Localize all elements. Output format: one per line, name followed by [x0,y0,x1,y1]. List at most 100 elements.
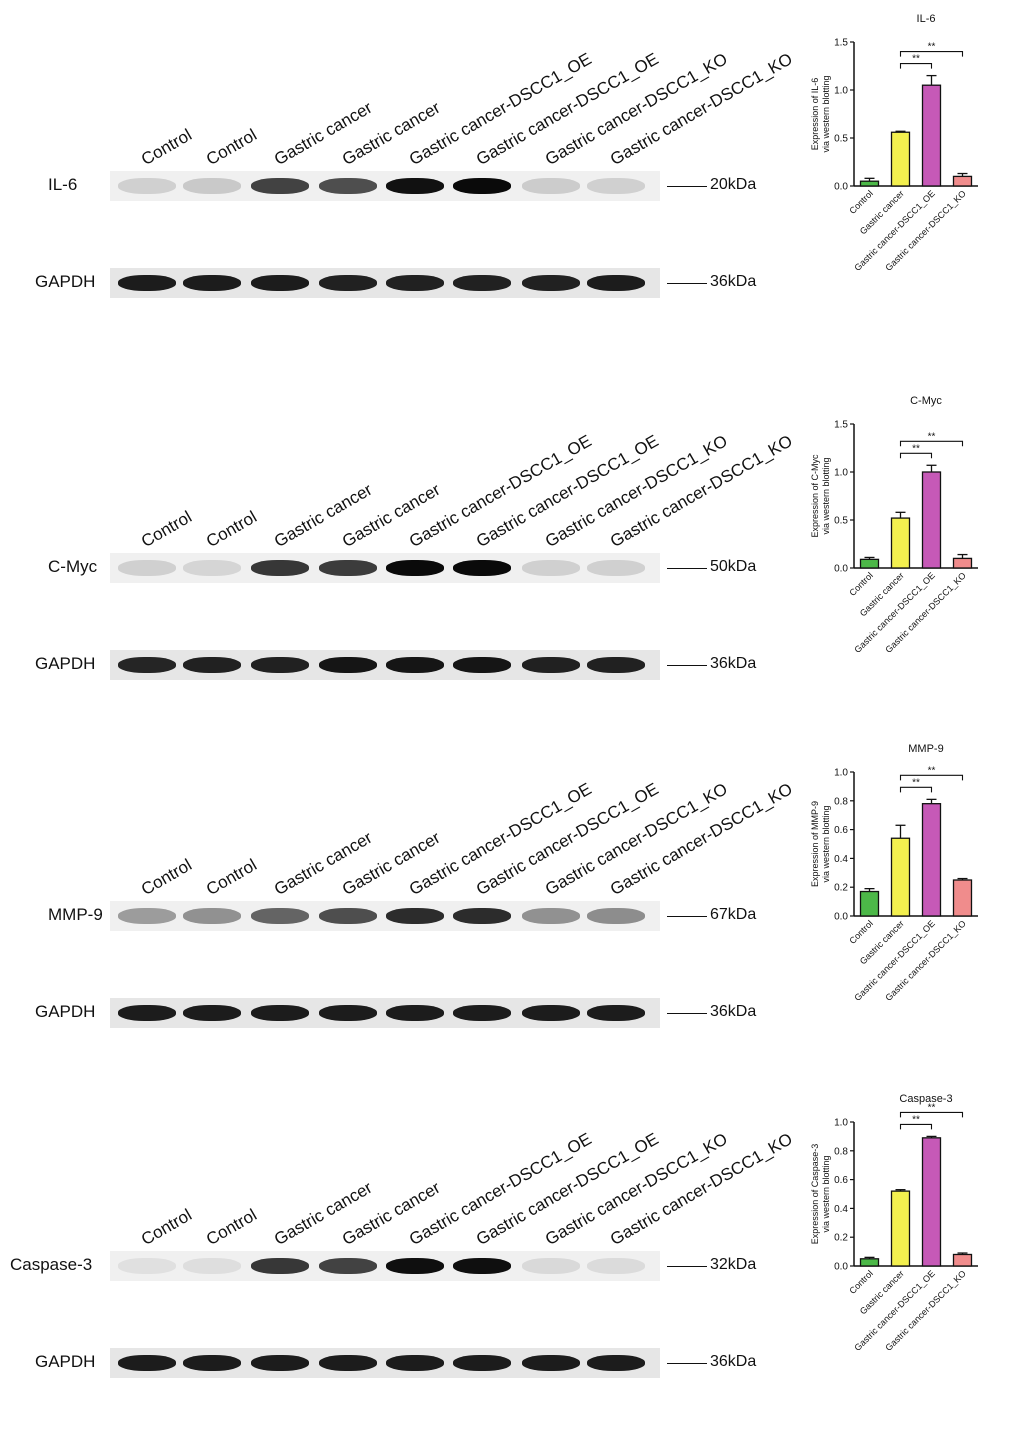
gapdh-band [319,657,377,673]
y-tick-label: 0.4 [834,854,848,865]
bar [890,837,911,917]
blot-panel: Control Control Gastric cancer Gastric canc… [0,382,1020,734]
target-band [453,178,511,194]
target-band [183,560,241,576]
gapdh-band [319,1005,377,1021]
protein-label: Caspase-3 [10,1255,93,1274]
gapdh-band [118,657,176,673]
bar [859,180,880,187]
gapdh-band [453,1005,511,1021]
y-axis-label-line: Expression of MMP-9 [810,801,820,887]
marker-line [667,1266,707,1267]
gapdh-band [453,1355,511,1371]
y-tick-label: 0.2 [834,1233,848,1244]
chart-title: C-Myc [910,395,942,407]
bar-chart: IL-6 Expression of IL-6via western blotti… [810,13,978,273]
gapdh-band [386,1355,444,1371]
molecular-weight-label: 36kDa [710,1353,757,1370]
significance-label: ** [912,443,920,454]
y-axis-label: Expression of Caspase-3via western blott… [810,1144,831,1245]
marker-line [667,665,707,666]
y-tick-label: 1.0 [834,86,848,97]
gapdh-band [118,1005,176,1021]
target-band [118,1258,176,1274]
lane-labels: Control Control Gastric cancer Gastric canc… [0,730,796,900]
y-axis-label-line: Expression of IL-6 [810,78,820,151]
gapdh-band [587,1005,645,1021]
protein-label: IL-6 [48,175,78,194]
gapdh-band [587,275,645,291]
lane-label: Control [203,125,260,170]
target-band [386,178,444,194]
molecular-weight-label: 67kDa [710,906,757,923]
gapdh-band [522,275,580,291]
molecular-weight-label: 32kDa [710,1256,757,1273]
marker-line [667,916,707,917]
gapdh-band [587,1355,645,1371]
y-tick-label: 0.6 [834,825,848,836]
gapdh-band [183,657,241,673]
gapdh-band [118,275,176,291]
gapdh-label: GAPDH [35,1002,96,1021]
y-tick-label: 1.0 [834,1118,848,1129]
y-tick-label: 0.0 [834,1262,848,1273]
target-band [522,178,580,194]
target-blot-strip [110,1251,660,1281]
target-band [386,560,444,576]
blot-panel: Control Control Gastric cancer Gastric canc… [0,730,1020,1082]
target-blot-strip [110,901,660,931]
y-axis-label: Expression of IL-6via western blotting [810,75,831,152]
significance-bracket [899,786,933,793]
bar-chart: C-Myc Expression of C-Mycvia western blot… [810,395,978,655]
target-band [522,560,580,576]
protein-label: C-Myc [48,557,98,576]
gapdh-band [522,1005,580,1021]
y-tick-label: 1.0 [834,468,848,479]
target-band [118,560,176,576]
gapdh-band [251,1005,309,1021]
gapdh-band [522,657,580,673]
gapdh-label: GAPDH [35,272,96,291]
bar [859,558,880,569]
bar-chart: Caspase-3 Expression of Caspase-3via west… [810,1093,978,1353]
target-band [251,1258,309,1274]
y-tick-label: 0.5 [834,134,848,145]
significance-label: ** [912,1114,920,1125]
bar [890,1190,911,1267]
y-tick-label: 0.0 [834,912,848,923]
target-band [386,908,444,924]
significance-bracket [899,440,964,447]
y-axis-label: Expression of MMP-9via western blotting [810,801,831,887]
gapdh-band [319,1355,377,1371]
bar [921,471,942,569]
protein-label: MMP-9 [48,905,103,924]
target-band [319,908,377,924]
y-tick-label: 0.4 [834,1204,848,1215]
lane-label: Control [138,507,195,552]
significance-label: ** [912,777,920,788]
bar [952,557,973,569]
lane-labels: Control Control Gastric cancer Gastric canc… [0,1080,796,1250]
molecular-weight-label: 36kDa [710,1003,757,1020]
gapdh-band [183,1005,241,1021]
bar [890,131,911,187]
molecular-weight-label: 36kDa [710,655,757,672]
gapdh-band [118,1355,176,1371]
target-band [587,908,645,924]
significance-label: ** [928,765,936,776]
target-band [453,560,511,576]
molecular-weight-label: 50kDa [710,558,757,575]
gapdh-band [251,657,309,673]
significance-bracket [899,1123,933,1130]
chart-title: Caspase-3 [899,1093,952,1105]
molecular-weight-label: 36kDa [710,273,757,290]
significance-label: ** [928,431,936,442]
gapdh-label: GAPDH [35,654,96,673]
target-band [183,1258,241,1274]
bar [890,517,911,569]
lane-labels: Control Control Gastric cancer Gastric canc… [0,0,796,170]
target-band [319,560,377,576]
bar [952,1253,973,1267]
target-band [522,908,580,924]
